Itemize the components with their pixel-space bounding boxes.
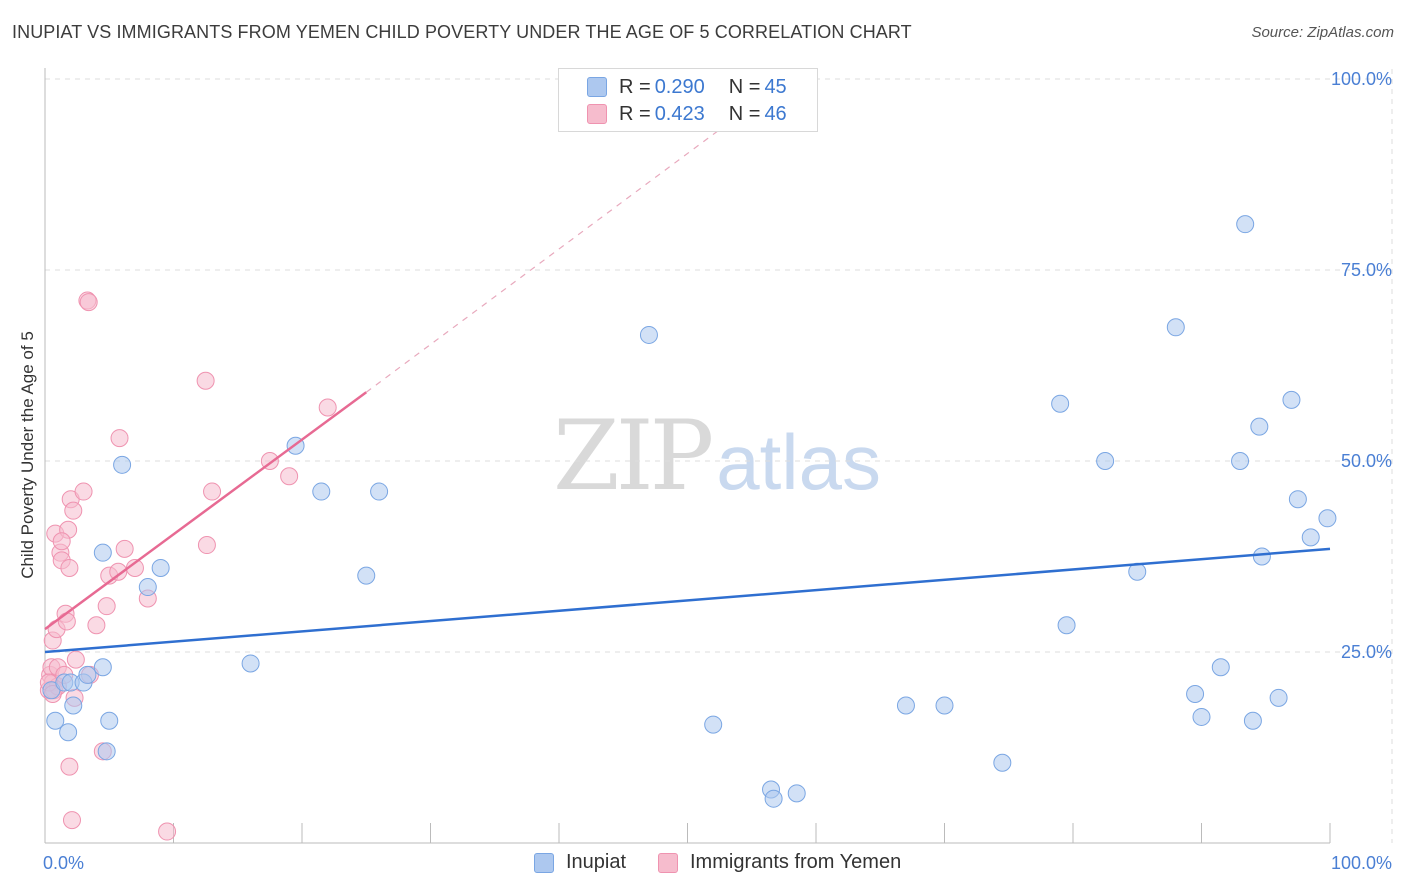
- point-yemen: [196, 371, 215, 390]
- point-inupiat: [1051, 394, 1070, 413]
- legend-row-yemen: R = 0.423 N = 46: [587, 102, 791, 126]
- point-yemen: [109, 562, 128, 581]
- legend-r-value: 0.423: [654, 102, 705, 125]
- legend-n-value: 46: [764, 102, 787, 125]
- point-inupiat: [935, 696, 954, 715]
- point-inupiat: [1243, 711, 1262, 730]
- point-yemen: [66, 650, 85, 669]
- point-yemen: [318, 398, 337, 417]
- point-inupiat: [46, 711, 65, 730]
- legend-r-label: R =: [619, 75, 651, 98]
- point-yemen: [64, 501, 83, 520]
- correlation-legend: R = 0.290 N = 45 R = 0.423 N = 46: [558, 68, 818, 132]
- point-yemen: [52, 532, 71, 551]
- point-yemen: [197, 536, 216, 555]
- point-inupiat: [1282, 390, 1301, 409]
- point-inupiat: [138, 578, 157, 597]
- legend-n-label: N =: [728, 75, 761, 98]
- point-inupiat: [1192, 707, 1211, 726]
- point-inupiat: [1250, 417, 1269, 436]
- point-inupiat: [100, 711, 119, 730]
- trend-lines: [44, 124, 1331, 654]
- point-inupiat: [1318, 509, 1337, 528]
- y-tick-label: 100.0%: [1331, 69, 1392, 89]
- trend-line-yemen-extension: [365, 124, 727, 393]
- point-inupiat: [97, 742, 116, 761]
- point-inupiat: [1211, 658, 1230, 677]
- series-immigrants-from-yemen: [39, 291, 337, 841]
- point-inupiat: [59, 723, 78, 742]
- point-inupiat: [64, 696, 83, 715]
- legend-n-value: 45: [764, 75, 787, 98]
- point-yemen: [280, 467, 299, 486]
- bottom-legend: Inupiat Immigrants from Yemen: [0, 851, 1406, 877]
- x-tick-label-min: 0.0%: [43, 853, 84, 873]
- point-inupiat: [1166, 318, 1185, 337]
- point-inupiat: [764, 789, 783, 808]
- point-inupiat: [1301, 528, 1320, 547]
- legend-r-value: 0.290: [654, 75, 705, 98]
- point-inupiat: [93, 658, 112, 677]
- legend-r-label: R =: [619, 102, 651, 125]
- point-yemen: [158, 822, 177, 841]
- point-inupiat: [704, 715, 723, 734]
- series-inupiat: [42, 215, 1337, 808]
- bottom-legend-label-inupiat: Inupiat: [566, 851, 627, 873]
- point-inupiat: [896, 696, 915, 715]
- point-inupiat: [93, 543, 112, 562]
- y-tick-label: 50.0%: [1341, 451, 1392, 471]
- tick-labels: 25.0% 50.0% 75.0% 100.0% 0.0% 100.0%: [43, 69, 1392, 873]
- point-inupiat: [1231, 452, 1250, 470]
- x-tick-label-max: 100.0%: [1331, 853, 1392, 873]
- point-inupiat: [241, 654, 260, 673]
- legend-swatch-yemen: [587, 104, 607, 124]
- legend-n-label: N =: [728, 102, 761, 125]
- point-inupiat: [1096, 452, 1115, 470]
- y-tick-label: 25.0%: [1341, 642, 1392, 662]
- point-yemen: [110, 429, 129, 448]
- point-inupiat: [78, 665, 97, 684]
- point-inupiat: [787, 784, 806, 803]
- point-inupiat: [113, 455, 132, 474]
- bottom-legend-swatch-inupiat: [534, 852, 554, 873]
- bottom-legend-label-yemen: Immigrants from Yemen: [690, 851, 902, 873]
- trend-line-inupiat: [44, 547, 1331, 654]
- point-yemen: [87, 616, 106, 635]
- point-inupiat: [1186, 685, 1205, 704]
- trend-line-yemen: [44, 391, 367, 631]
- bottom-legend-inupiat: Inupiat: [534, 851, 626, 874]
- y-tick-label: 75.0%: [1341, 260, 1392, 280]
- point-yemen: [97, 597, 116, 616]
- watermark-atlas: atlas: [716, 418, 881, 506]
- point-yemen: [62, 811, 81, 830]
- point-inupiat: [1236, 215, 1255, 234]
- point-inupiat: [1252, 547, 1271, 566]
- point-inupiat: [639, 325, 658, 344]
- point-inupiat: [370, 482, 389, 501]
- point-inupiat: [1269, 688, 1288, 707]
- point-inupiat: [993, 753, 1012, 772]
- point-yemen: [60, 558, 79, 577]
- watermark-zip: ZIP: [553, 400, 714, 512]
- legend-row-inupiat: R = 0.290 N = 45: [587, 75, 791, 99]
- source-label: Source: ZipAtlas.com: [1251, 24, 1394, 41]
- axes: [44, 68, 1331, 844]
- point-yemen: [60, 757, 79, 776]
- point-yemen: [57, 612, 76, 631]
- bottom-legend-yemen: Immigrants from Yemen: [658, 851, 901, 874]
- point-yemen: [115, 539, 134, 558]
- point-inupiat: [1288, 490, 1307, 509]
- point-inupiat: [357, 566, 376, 585]
- legend-swatch-inupiat: [587, 77, 607, 97]
- bottom-legend-swatch-yemen: [658, 852, 678, 873]
- point-inupiat: [1057, 616, 1076, 635]
- point-inupiat: [312, 482, 331, 501]
- chart-title: INUPIAT VS IMMIGRANTS FROM YEMEN CHILD P…: [12, 22, 912, 42]
- point-yemen: [79, 293, 98, 312]
- point-yemen: [74, 482, 93, 501]
- point-inupiat: [151, 558, 170, 577]
- watermark: ZIPatlas: [553, 400, 881, 512]
- point-yemen: [203, 482, 222, 501]
